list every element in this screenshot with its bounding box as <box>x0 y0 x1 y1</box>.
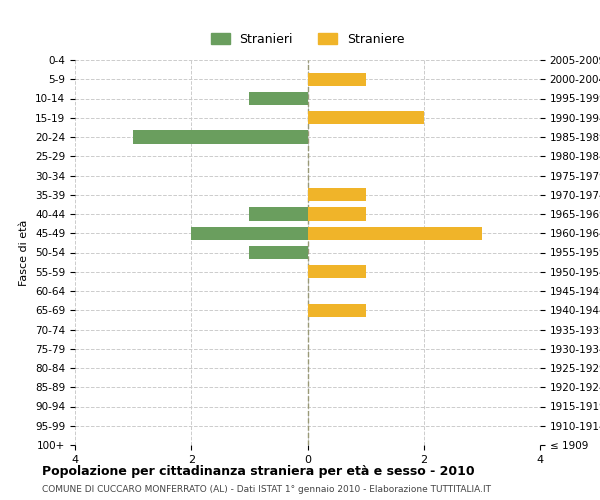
Bar <box>308 111 424 124</box>
Bar <box>250 92 308 105</box>
Bar <box>308 265 365 278</box>
Y-axis label: Fasce di età: Fasce di età <box>19 220 29 286</box>
Bar <box>191 226 308 240</box>
Bar <box>250 246 308 259</box>
Bar <box>308 208 365 220</box>
Bar <box>308 72 365 86</box>
Bar <box>133 130 308 143</box>
Bar <box>250 208 308 220</box>
Bar <box>308 188 365 202</box>
Bar <box>308 226 482 240</box>
Bar <box>308 304 365 317</box>
Legend: Stranieri, Straniere: Stranieri, Straniere <box>206 28 409 50</box>
Text: Popolazione per cittadinanza straniera per età e sesso - 2010: Popolazione per cittadinanza straniera p… <box>42 465 475 478</box>
Text: COMUNE DI CUCCARO MONFERRATO (AL) - Dati ISTAT 1° gennaio 2010 - Elaborazione TU: COMUNE DI CUCCARO MONFERRATO (AL) - Dati… <box>42 485 491 494</box>
